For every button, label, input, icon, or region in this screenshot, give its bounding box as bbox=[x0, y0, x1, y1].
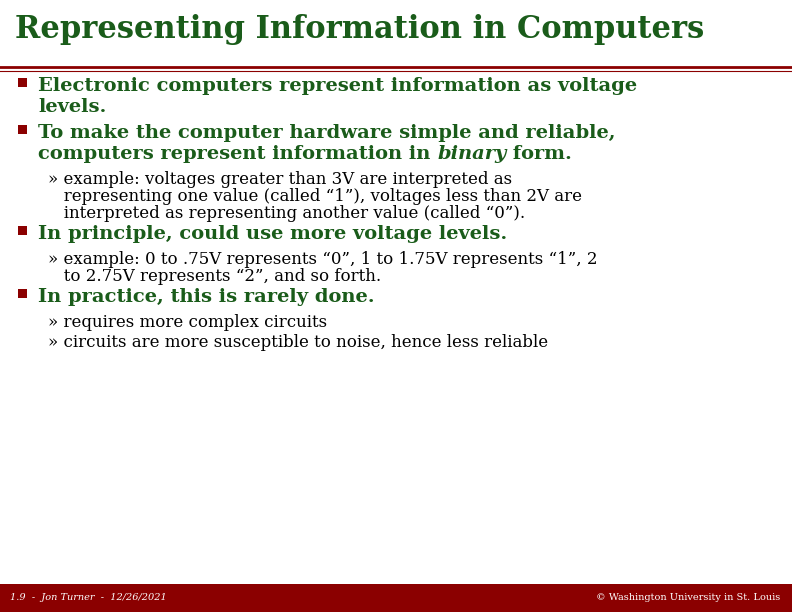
Text: » example: 0 to .75V represents “0”, 1 to 1.75V represents “1”, 2: » example: 0 to .75V represents “0”, 1 t… bbox=[48, 251, 597, 268]
Bar bbox=[18, 289, 27, 298]
Text: levels.: levels. bbox=[38, 98, 106, 116]
Text: computers represent information in: computers represent information in bbox=[38, 145, 437, 163]
Bar bbox=[18, 226, 27, 235]
Text: © Washington University in St. Louis: © Washington University in St. Louis bbox=[596, 594, 780, 602]
Text: representing one value (called “1”), voltages less than 2V are: representing one value (called “1”), vol… bbox=[48, 188, 582, 205]
Text: » requires more complex circuits: » requires more complex circuits bbox=[48, 314, 327, 331]
Text: » example: voltages greater than 3V are interpreted as: » example: voltages greater than 3V are … bbox=[48, 171, 512, 188]
Text: Representing Information in Computers: Representing Information in Computers bbox=[15, 14, 704, 45]
Bar bbox=[18, 125, 27, 134]
Text: form.: form. bbox=[507, 145, 573, 163]
Text: to 2.75V represents “2”, and so forth.: to 2.75V represents “2”, and so forth. bbox=[48, 268, 381, 285]
Text: binary: binary bbox=[437, 145, 507, 163]
Bar bbox=[18, 78, 27, 87]
Text: interpreted as representing another value (called “0”).: interpreted as representing another valu… bbox=[48, 205, 525, 222]
Text: In principle, could use more voltage levels.: In principle, could use more voltage lev… bbox=[38, 225, 507, 243]
Bar bbox=[0, 584, 792, 612]
Text: In practice, this is rarely done.: In practice, this is rarely done. bbox=[38, 288, 375, 306]
Text: 1.9  -  Jon Turner  -  12/26/2021: 1.9 - Jon Turner - 12/26/2021 bbox=[10, 594, 167, 602]
Text: » circuits are more susceptible to noise, hence less reliable: » circuits are more susceptible to noise… bbox=[48, 334, 548, 351]
Text: To make the computer hardware simple and reliable,: To make the computer hardware simple and… bbox=[38, 124, 615, 142]
Text: Electronic computers represent information as voltage: Electronic computers represent informati… bbox=[38, 77, 637, 95]
